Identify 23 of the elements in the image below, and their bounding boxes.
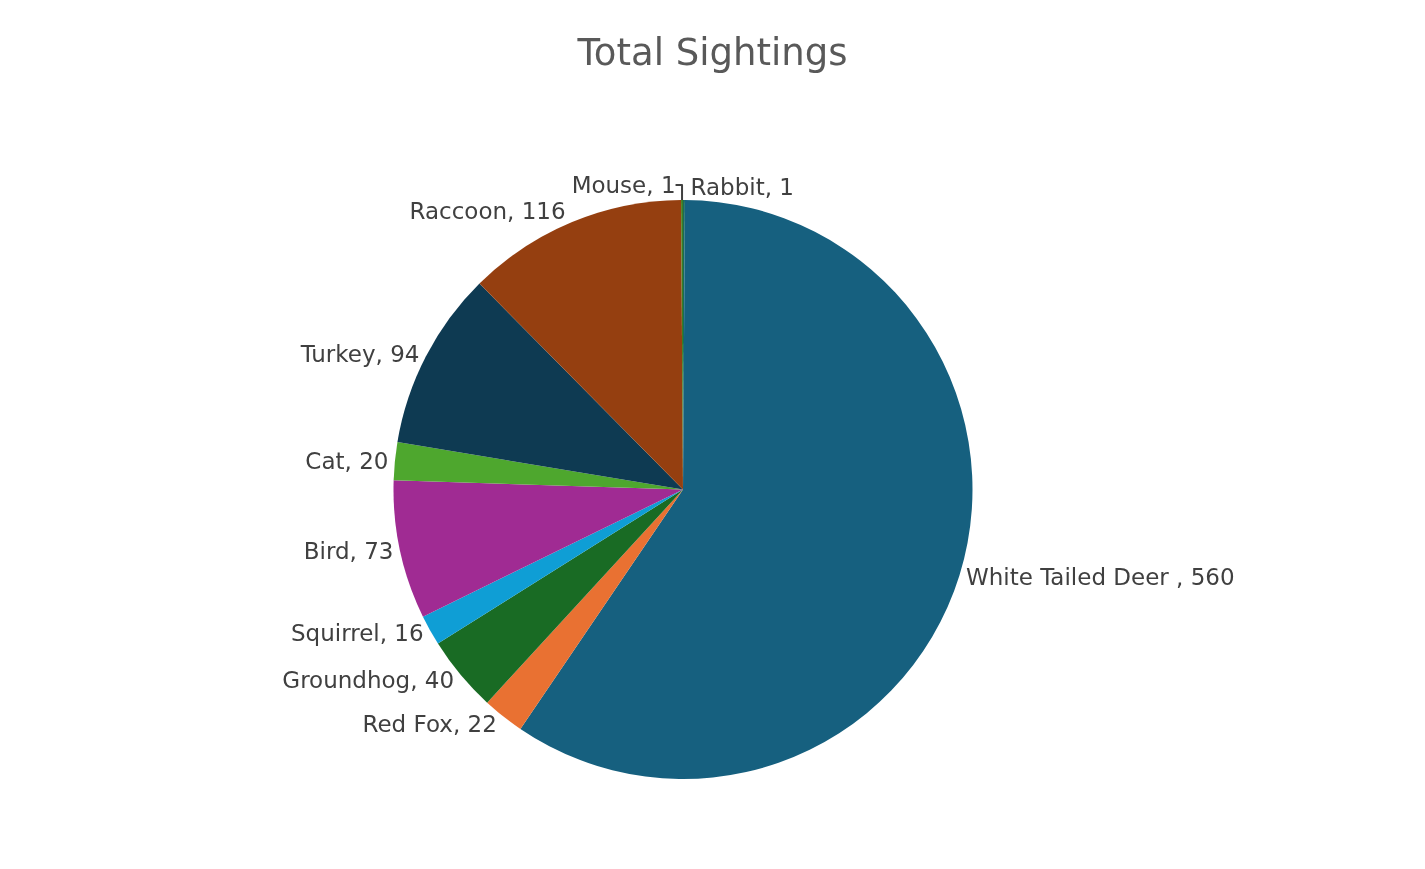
- data-label: , 94: [375, 340, 420, 367]
- slice-label: Turkey: [299, 340, 376, 367]
- data-label: , 560: [1176, 563, 1235, 590]
- slice-label: White Tailed Deer: [965, 563, 1177, 590]
- data-label: , 16: [379, 620, 424, 647]
- slice-label: Red Fox: [362, 711, 453, 738]
- data-label: , 20: [344, 447, 389, 474]
- slice-label: Squirrel: [290, 620, 380, 647]
- slice-label: Mouse: [571, 171, 647, 198]
- data-label: , 116: [507, 197, 566, 224]
- data-label: , 73: [349, 537, 394, 564]
- data-label: , 1: [646, 171, 676, 198]
- slice-label: Rabbit: [690, 174, 765, 200]
- pie-slice: [393, 480, 683, 617]
- pie-slice: [422, 489, 683, 644]
- data-label: , 40: [410, 667, 455, 694]
- slice-label: Groundhog: [282, 667, 411, 694]
- slice-label: Cat: [305, 447, 345, 474]
- data-label: , 22: [452, 711, 497, 738]
- slice-label: Bird: [303, 537, 350, 564]
- data-label: , 1: [764, 174, 794, 200]
- chart-title: Total Sightings: [576, 31, 848, 74]
- slice-label: Raccoon: [409, 197, 508, 224]
